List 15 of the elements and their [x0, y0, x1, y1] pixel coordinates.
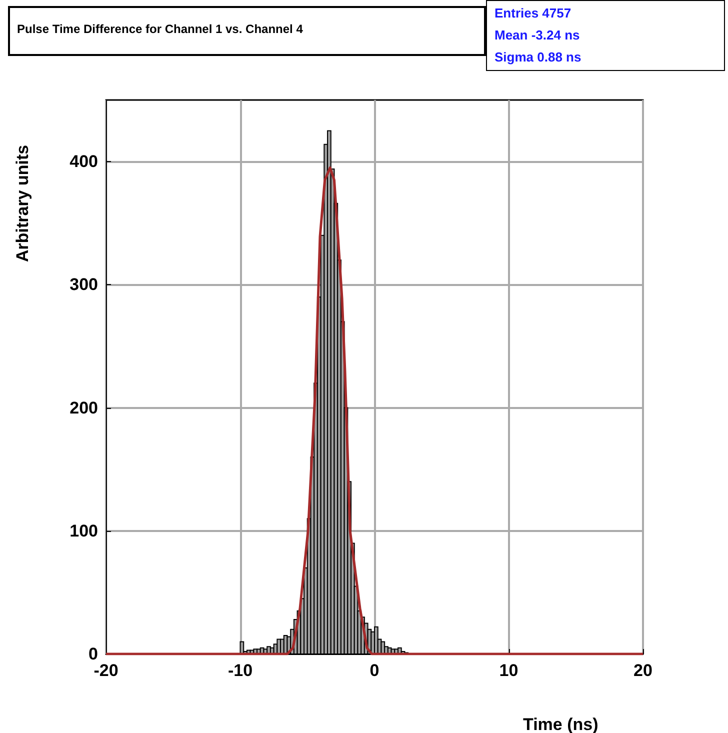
x-tick-label: 0 — [370, 661, 380, 680]
y-tick-label: 100 — [70, 521, 98, 540]
x-tick-label: 10 — [499, 661, 518, 680]
x-tick-label: -10 — [228, 661, 253, 680]
y-tick-label: 300 — [70, 275, 98, 294]
y-tick-label: 200 — [70, 398, 98, 418]
text: Sigma 0.88 ns — [494, 50, 582, 64]
text: Entries 4757 — [494, 6, 572, 20]
x-tick-label: 20 — [634, 661, 652, 680]
y-tick-label: 0 — [88, 644, 98, 664]
text: Mean -3.24 ns — [494, 28, 580, 42]
x-tick-label: -20 — [94, 661, 118, 680]
chart-title: Pulse Time Difference for Channel 1 vs. Channel 4 — [17, 22, 304, 36]
y-tick-label: 400 — [70, 152, 98, 172]
y-axis-title: Arbitrary units — [13, 144, 32, 262]
